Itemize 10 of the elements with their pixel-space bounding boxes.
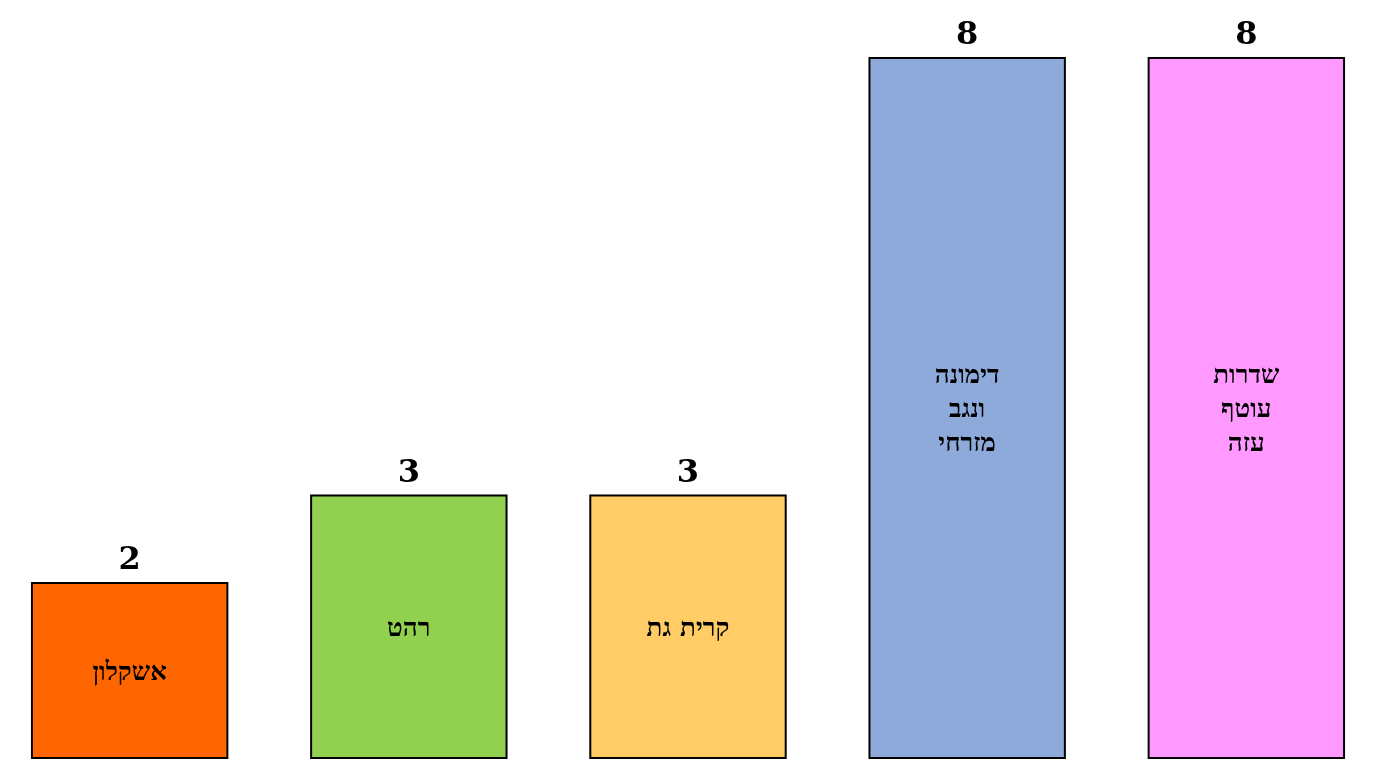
x-tick-label: קרית גת: [646, 611, 730, 642]
data-label: 8: [1235, 14, 1258, 52]
x-tick-label: רהט: [387, 611, 431, 642]
x-tick-label: דימונה ונגב מזרחי: [934, 359, 1000, 457]
x-tick-label: אשקלון: [92, 655, 167, 686]
data-label: 3: [397, 451, 420, 490]
data-label: 3: [676, 451, 700, 490]
x-tick-label: שדרות עוטף עזה: [1213, 359, 1281, 457]
data-label: 2: [118, 539, 141, 577]
data-label: 8: [956, 14, 979, 52]
